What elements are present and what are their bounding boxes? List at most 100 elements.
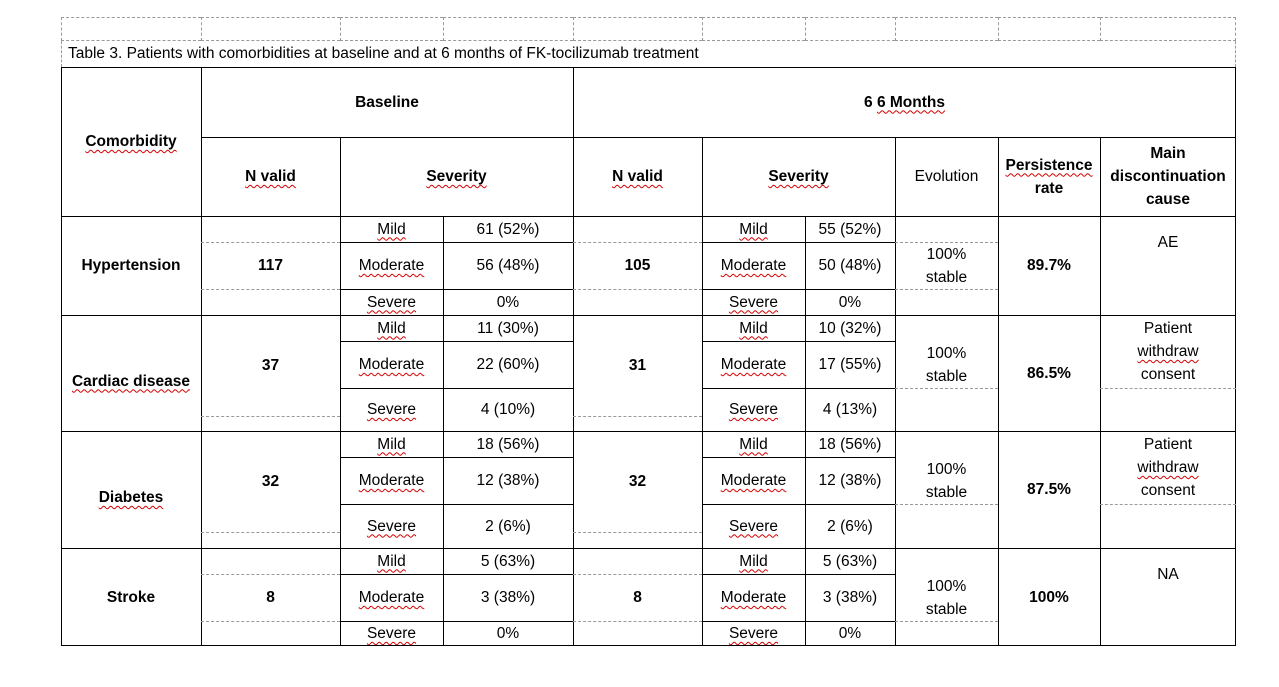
- severity-rule: [702, 457, 895, 458]
- severity-label-text: Mild: [739, 220, 768, 238]
- empty-cell: [573, 17, 702, 41]
- severity-value: 50 (48%): [818, 257, 882, 274]
- severity-label-moderate: Moderate: [702, 242, 805, 289]
- dashed-gridline: [201, 416, 340, 417]
- dashed-gridline: [201, 621, 340, 622]
- severity-value: 4 (10%): [480, 401, 536, 418]
- severity-label-text: Mild: [739, 319, 768, 337]
- header-severity-baseline-text: Severity: [426, 168, 487, 185]
- row-separator: [61, 315, 1236, 316]
- n-valid-6m: 32: [628, 473, 647, 490]
- severity-label-text: Mild: [739, 435, 768, 453]
- empty-cell: [702, 17, 805, 41]
- persistence-rate: 87.5%: [1027, 481, 1071, 498]
- dashed-gridline: [573, 574, 702, 575]
- severity-label-severe: Severe: [340, 621, 443, 646]
- column-rule: [201, 67, 202, 646]
- severity-label-moderate: Moderate: [340, 242, 443, 289]
- empty-cell: [201, 17, 340, 41]
- n-valid-baseline: 117: [257, 257, 283, 274]
- severity-label-moderate: Moderate: [340, 341, 443, 388]
- header-baseline: Baseline: [355, 93, 419, 111]
- dashed-gridline: [573, 621, 702, 622]
- severity-rule: [702, 289, 895, 290]
- severity-label-severe: Severe: [340, 504, 443, 548]
- dashed-gridline: [573, 416, 702, 417]
- cause-line1: Patient: [1143, 436, 1193, 453]
- severity-value: 18 (56%): [818, 435, 882, 453]
- severity-value: 11 (30%): [477, 319, 539, 337]
- severity-value: 56 (48%): [476, 257, 540, 274]
- severity-label-mild: Mild: [702, 315, 805, 341]
- severity-value: 12 (38%): [476, 472, 540, 489]
- severity-rule: [340, 457, 573, 458]
- severity-value: 17 (55%): [818, 356, 882, 373]
- severity-value: 0%: [496, 293, 520, 311]
- dashed-gridline: [895, 388, 998, 389]
- severity-rule: [340, 341, 573, 342]
- discontinuation-cause: AE: [1100, 216, 1236, 315]
- severity-label-text: Mild: [377, 435, 406, 453]
- header-six-months: 6 6 Months: [573, 67, 1236, 137]
- severity-label-severe: Severe: [702, 388, 805, 431]
- column-rule: [443, 216, 444, 646]
- dashed-gridline: [1100, 504, 1236, 505]
- dashed-gridline: [201, 289, 340, 290]
- row-name-text: Cardiac disease: [71, 372, 191, 390]
- severity-value: 12 (38%): [818, 472, 882, 489]
- severity-label-severe: Severe: [702, 289, 805, 315]
- empty-cell: [443, 17, 573, 41]
- severity-label-severe: Severe: [340, 388, 443, 431]
- column-rule: [998, 137, 999, 646]
- empty-cell: [61, 17, 201, 41]
- header-cause-line3: cause: [1146, 191, 1190, 208]
- header-cause-line1: Main: [1150, 145, 1186, 162]
- severity-rule: [702, 242, 895, 243]
- header-evolution: Evolution: [914, 168, 979, 185]
- severity-value: 0%: [838, 625, 862, 642]
- cause-line1: NA: [1157, 566, 1179, 583]
- row-name-hypertension: Hypertension: [81, 257, 181, 274]
- severity-label-text: Severe: [728, 401, 779, 418]
- severity-label-severe: Severe: [702, 621, 805, 646]
- severity-label-text: Severe: [366, 293, 417, 311]
- empty-cell: [998, 17, 1100, 41]
- severity-label-text: Moderate: [358, 356, 425, 373]
- evolution-line2: stable: [925, 367, 968, 385]
- persistence-rate: 86.5%: [1027, 364, 1071, 382]
- cause-line1: Patient: [1143, 320, 1193, 337]
- severity-value: 2 (6%): [485, 517, 531, 535]
- cause-line1: AE: [1157, 234, 1179, 251]
- severity-label-text: Severe: [366, 517, 417, 535]
- header-six-months-num: 6: [864, 93, 877, 111]
- dashed-gridline: [201, 532, 340, 533]
- empty-cell: [1100, 17, 1236, 41]
- severity-rule: [340, 289, 573, 290]
- severity-label-text: Moderate: [720, 257, 787, 274]
- severity-label-moderate: Moderate: [702, 457, 805, 504]
- dashed-gridline: [573, 532, 702, 533]
- severity-value: 5 (63%): [480, 552, 536, 570]
- severity-label-mild: Mild: [702, 431, 805, 457]
- severity-rule: [340, 574, 573, 575]
- evolution-line1: 100%: [926, 245, 967, 263]
- severity-value: 3 (38%): [480, 589, 536, 606]
- severity-value: 22 (60%): [476, 356, 540, 373]
- severity-label-mild: Mild: [702, 548, 805, 574]
- persistence-rate: 100%: [1029, 588, 1069, 606]
- discontinuation-cause: Patient withdraw consent: [1100, 431, 1236, 548]
- header-cause-line2: discontinuation: [1110, 168, 1226, 185]
- severity-label-text: Severe: [366, 401, 417, 418]
- severity-label-severe: Severe: [340, 289, 443, 315]
- severity-label-text: Mild: [739, 552, 768, 570]
- header-n-valid-6m: N valid: [573, 137, 702, 216]
- header-severity-baseline: Severity: [340, 137, 573, 216]
- dashed-gridline: [895, 289, 998, 290]
- evolution-cell: 100% stable: [895, 574, 998, 621]
- header-comorbidity: Comorbidity: [61, 67, 201, 216]
- header-n-valid-baseline-text: N valid: [245, 168, 296, 185]
- dashed-gridline: [895, 242, 998, 243]
- header-n-valid-6m-text: N valid: [612, 168, 663, 185]
- column-rule: [340, 137, 341, 646]
- severity-value: 10 (32%): [818, 319, 882, 337]
